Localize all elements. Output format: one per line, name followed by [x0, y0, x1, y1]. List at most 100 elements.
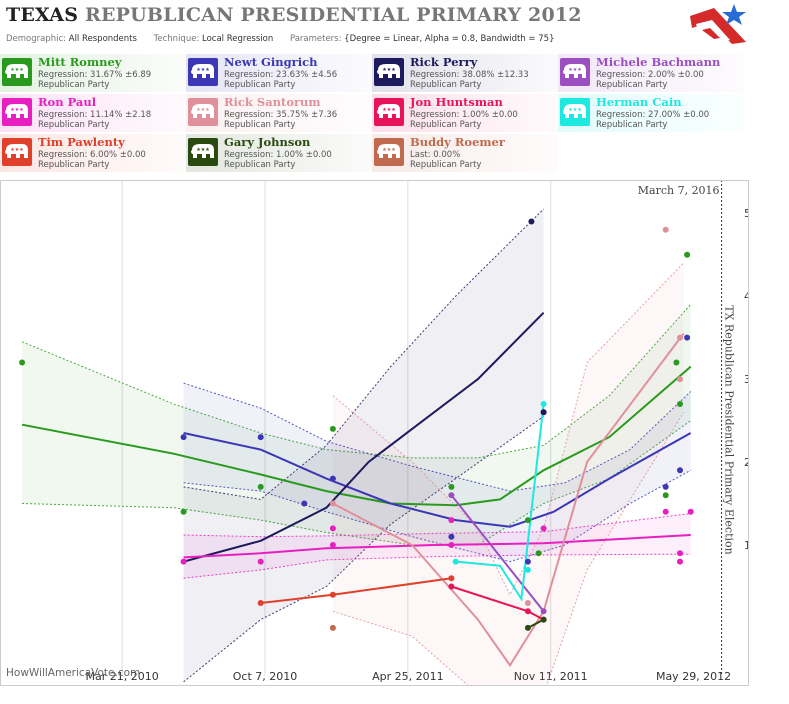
- poll-point: [448, 575, 455, 582]
- candidate-party: Republican Party: [224, 120, 296, 130]
- trend-line-newt-gingrich: [183, 432, 692, 528]
- poll-point: [662, 492, 669, 499]
- confidence-band: [332, 263, 684, 686]
- title-state: TEXAS: [6, 4, 79, 26]
- poll-point: [540, 401, 547, 407]
- candidate-newt-gingrich[interactable]: ★★★ Newt Gingrich Regression: 23.63% ±4.56…: [186, 54, 372, 92]
- candidate-name: Michele Bachmann: [596, 55, 721, 69]
- svg-text:★★★: ★★★: [382, 147, 396, 153]
- candidate-party: Republican Party: [38, 120, 110, 130]
- candidate-party: Republican Party: [410, 80, 482, 90]
- election-label: TX Republican Presidential Primary Elect…: [723, 305, 736, 554]
- poll-point: [257, 558, 264, 565]
- poll-point: [687, 508, 694, 515]
- candidate-herman-cain[interactable]: ★★★ Herman Cain Regression: 27.00% ±0.00 Re…: [558, 94, 744, 132]
- poll-point: [677, 558, 683, 565]
- as-of-label: March 7, 2016: [638, 184, 720, 197]
- poll-point: [540, 409, 547, 416]
- candidate-michele-bachmann[interactable]: ★★★ Michele Bachmann Regression: 2.00% ±0.…: [558, 54, 744, 92]
- upper-bound-line: [183, 208, 544, 500]
- poll-point: [677, 334, 683, 341]
- poll-point: [677, 376, 683, 383]
- poll-point: [528, 218, 535, 225]
- candidate-rick-santorum[interactable]: ★★★ Rick Santorum Regression: 35.75% ±7.36…: [186, 94, 372, 132]
- lower-bound-line: [183, 553, 691, 579]
- poll-point: [448, 492, 455, 499]
- upper-bound-line: [183, 382, 692, 492]
- candidate-stat: Regression: 2.00% ±0.00: [596, 70, 704, 80]
- y-tick-label: 10: [744, 539, 749, 552]
- parameters-line: Demographic: All Respondents Technique: …: [6, 34, 554, 44]
- poll-point: [448, 533, 455, 540]
- candidate-party: Republican Party: [410, 160, 482, 170]
- trend-line-rick-perry: [183, 311, 545, 563]
- confidence-band: [183, 383, 691, 562]
- y-tick-label: 40: [744, 290, 749, 303]
- svg-text:★★★: ★★★: [10, 107, 24, 113]
- candidate-party: Republican Party: [596, 120, 668, 130]
- elephant-icon: ★★★: [560, 58, 590, 86]
- candidate-rick-perry[interactable]: ★★★ Rick Perry Regression: 38.08% ±12.33 Re…: [372, 54, 558, 92]
- trend-line-rick-santorum: [332, 332, 685, 668]
- polling-chart: TX Republican Presidential Primary Elect…: [6, 180, 749, 686]
- poll-point: [524, 624, 531, 631]
- x-tick-label: Mar 21, 2010: [86, 670, 159, 683]
- candidate-name: Rick Perry: [410, 55, 478, 69]
- candidate-stat: Regression: 23.63% ±4.56: [224, 70, 338, 80]
- poll-point: [677, 550, 683, 557]
- svg-text:★★★: ★★★: [196, 67, 210, 73]
- svg-text:★★★: ★★★: [568, 107, 582, 113]
- elephant-icon: ★★★: [374, 138, 404, 166]
- upper-bound-line: [332, 262, 684, 596]
- poll-point: [540, 616, 547, 623]
- candidate-buddy-roemer[interactable]: ★★★ Buddy Roemer Last: 0.00% Republican Par…: [372, 134, 558, 172]
- candidate-party: Republican Party: [596, 80, 668, 90]
- elephant-icon: ★★★: [374, 98, 404, 126]
- candidate-name: Newt Gingrich: [224, 55, 318, 69]
- candidate-stat: Regression: 38.08% ±12.33: [410, 70, 529, 80]
- poll-point: [257, 483, 264, 490]
- candidate-stat: Regression: 1.00% ±0.00: [410, 110, 518, 120]
- poll-point: [180, 434, 187, 441]
- candidate-party: Republican Party: [38, 80, 110, 90]
- poll-point: [662, 483, 669, 490]
- candidate-jon-huntsman[interactable]: ★★★ Jon Huntsman Regression: 1.00% ±0.00 Re…: [372, 94, 558, 132]
- svg-text:★★★: ★★★: [382, 67, 396, 73]
- poll-point: [301, 500, 308, 507]
- poll-point: [524, 608, 531, 615]
- candidate-party: Republican Party: [224, 160, 296, 170]
- candidate-tim-pawlenty[interactable]: ★★★ Tim Pawlenty Regression: 6.00% ±0.00 Re…: [0, 134, 186, 172]
- trend-line-michele-bachmann: [450, 494, 545, 612]
- lower-bound-line: [332, 412, 685, 686]
- candidate-gary-johnson[interactable]: ★★★ Gary Johnson Regression: 1.00% ±0.00 Re…: [186, 134, 372, 172]
- demographic-value: All Respondents: [68, 34, 137, 44]
- candidate-name: Rick Santorum: [224, 95, 321, 109]
- candidate-stat: Regression: 1.00% ±0.00: [224, 150, 332, 160]
- source-label: HowWillAmericaVote.com: [6, 667, 140, 679]
- parameters-label: Parameters:: [289, 34, 342, 44]
- candidate-party: Republican Party: [410, 120, 482, 130]
- poll-point: [677, 401, 683, 407]
- candidate-stat: Regression: 35.75% ±7.36: [224, 110, 338, 120]
- svg-text:★★★: ★★★: [382, 107, 396, 113]
- candidate-ron-paul[interactable]: ★★★ Ron Paul Regression: 11.14% ±2.18 Repub…: [0, 94, 186, 132]
- candidate-party: Republican Party: [38, 160, 110, 170]
- svg-text:★★★: ★★★: [568, 67, 582, 73]
- poll-point: [684, 251, 691, 258]
- poll-point: [329, 624, 336, 631]
- elephant-icon: ★★★: [2, 98, 32, 126]
- poll-point: [524, 517, 531, 524]
- title-rest: REPUBLICAN PRESIDENTIAL PRIMARY 2012: [84, 4, 582, 26]
- trend-line-ron-paul: [183, 534, 691, 559]
- poll-point: [180, 508, 187, 515]
- candidate-name: Tim Pawlenty: [38, 135, 125, 149]
- svg-text:★★★: ★★★: [10, 67, 24, 73]
- poll-point: [684, 334, 691, 341]
- poll-point: [448, 483, 455, 490]
- x-tick-label: May 29, 2012: [656, 670, 731, 683]
- candidate-mitt-romney[interactable]: ★★★ Mitt Romney Regression: 31.67% ±6.89 Re…: [0, 54, 186, 92]
- y-tick-label: 50: [744, 207, 749, 220]
- poll-point: [677, 467, 683, 474]
- confidence-band: [183, 209, 544, 682]
- poll-point: [673, 359, 680, 366]
